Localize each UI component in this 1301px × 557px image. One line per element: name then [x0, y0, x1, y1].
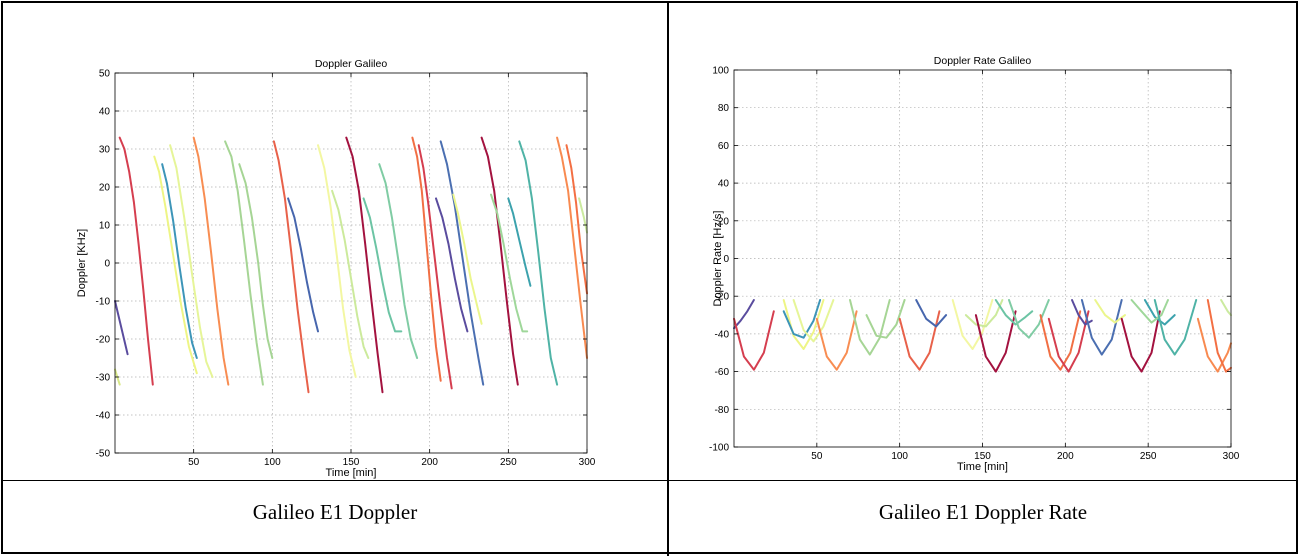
- x-tick-label: 300: [1223, 451, 1240, 462]
- y-tick-label: 80: [718, 103, 730, 114]
- y-tick-label: 100: [712, 66, 729, 77]
- x-tick-label: 250: [500, 457, 517, 468]
- caption-doppler: Galileo E1 Doppler: [252, 500, 418, 524]
- series-line: [974, 310, 1017, 373]
- y-tick-label: -20: [96, 335, 111, 346]
- row-divider-right: [669, 480, 1297, 481]
- series-line: [782, 299, 822, 339]
- y-tick-label: -50: [96, 449, 111, 460]
- series-line: [490, 193, 529, 333]
- series-line: [1120, 310, 1161, 373]
- series-line: [439, 140, 485, 386]
- y-tick-label: 60: [718, 141, 730, 152]
- series-line: [272, 140, 310, 394]
- series-line: [317, 144, 357, 378]
- y-tick-label: 0: [723, 254, 729, 265]
- y-tick-label: 50: [99, 69, 111, 80]
- caption-doppler-rate: Galileo E1 Doppler Rate: [878, 500, 1088, 524]
- x-tick-label: 50: [188, 457, 200, 468]
- y-axis-label: Doppler Rate [Hz/s]: [712, 211, 724, 307]
- series-line: [556, 136, 588, 359]
- series-line: [951, 299, 994, 350]
- series-line: [733, 299, 755, 330]
- series-line: [1080, 299, 1123, 356]
- series-line: [1206, 299, 1232, 373]
- series-line: [362, 197, 403, 333]
- y-tick-label: -40: [715, 329, 730, 340]
- series-line: [915, 299, 948, 328]
- series-line: [435, 197, 469, 333]
- x-tick-label: 100: [264, 457, 281, 468]
- series-line: [1094, 299, 1126, 324]
- series-line: [345, 136, 384, 394]
- series-line: [1047, 310, 1090, 373]
- series-line: [169, 144, 214, 378]
- x-tick-label: 100: [891, 451, 908, 462]
- y-tick-label: 30: [99, 145, 111, 156]
- doppler-rate-chart: 50 100 150 200 250 300100806040200-20-40-60-8…: [709, 55, 1240, 473]
- x-axis-label: Time [min]: [326, 467, 377, 479]
- row-divider-left: [3, 480, 667, 481]
- y-tick-label: 20: [718, 216, 730, 227]
- series-line: [118, 136, 154, 386]
- series-line: [153, 155, 198, 375]
- series-line: [865, 299, 906, 339]
- series-line: [238, 163, 274, 359]
- y-tick-label: 40: [99, 107, 111, 118]
- y-axis-label: Doppler [KHz]: [76, 229, 88, 297]
- y-tick-label: -40: [96, 411, 111, 422]
- chart-title: Doppler Rate Galileo: [934, 55, 1032, 67]
- series-line: [565, 144, 588, 295]
- y-tick-label: 20: [99, 183, 111, 194]
- x-tick-label: 150: [343, 457, 360, 468]
- x-tick-label: 250: [1140, 451, 1157, 462]
- column-divider: [667, 1, 669, 556]
- series-line: [1196, 317, 1232, 373]
- x-tick-label: 300: [579, 457, 596, 468]
- series-line: [287, 197, 319, 333]
- series-line: [417, 144, 453, 390]
- series-line: [792, 299, 835, 343]
- series-line: [1130, 299, 1169, 324]
- series-line: [964, 299, 1004, 328]
- series-line: [898, 310, 941, 371]
- y-tick-label: 10: [99, 221, 111, 232]
- series-line: [1039, 310, 1082, 371]
- series-line: [192, 136, 230, 386]
- y-tick-label: -10: [96, 297, 111, 308]
- series-line: [815, 310, 858, 371]
- series-line: [480, 136, 519, 386]
- doppler-chart: 50 100 150 200 250 30050403020100-10-20-30-40…: [76, 58, 596, 479]
- series-line: [994, 299, 1034, 326]
- x-tick-label: 200: [421, 457, 438, 468]
- y-tick-label: -20: [715, 292, 730, 303]
- y-tick-label: -60: [715, 367, 730, 378]
- series-line: [578, 197, 588, 234]
- series-line: [849, 299, 891, 356]
- y-tick-label: -80: [715, 405, 730, 416]
- y-tick-label: -100: [709, 443, 729, 454]
- series-line: [452, 193, 483, 325]
- series-line: [378, 163, 419, 359]
- series-line: [518, 140, 559, 386]
- series-line: [161, 163, 198, 359]
- series-line: [331, 189, 370, 359]
- series-line: [224, 140, 264, 386]
- series-line: [1220, 299, 1232, 317]
- series-line: [1008, 299, 1050, 339]
- series-line: [1153, 299, 1198, 356]
- y-tick-label: 40: [718, 179, 730, 190]
- series-line: [507, 197, 532, 287]
- chart-title: Doppler Galileo: [315, 58, 388, 70]
- x-axis-label: Time [min]: [957, 461, 1008, 473]
- x-tick-label: 200: [1057, 451, 1074, 462]
- series-line: [733, 310, 775, 371]
- series-line: [411, 136, 442, 382]
- x-tick-label: 50: [811, 451, 823, 462]
- y-tick-label: 0: [104, 259, 110, 270]
- series-line: [114, 300, 129, 356]
- x-tick-label: 150: [974, 451, 991, 462]
- y-tick-label: -30: [96, 373, 111, 384]
